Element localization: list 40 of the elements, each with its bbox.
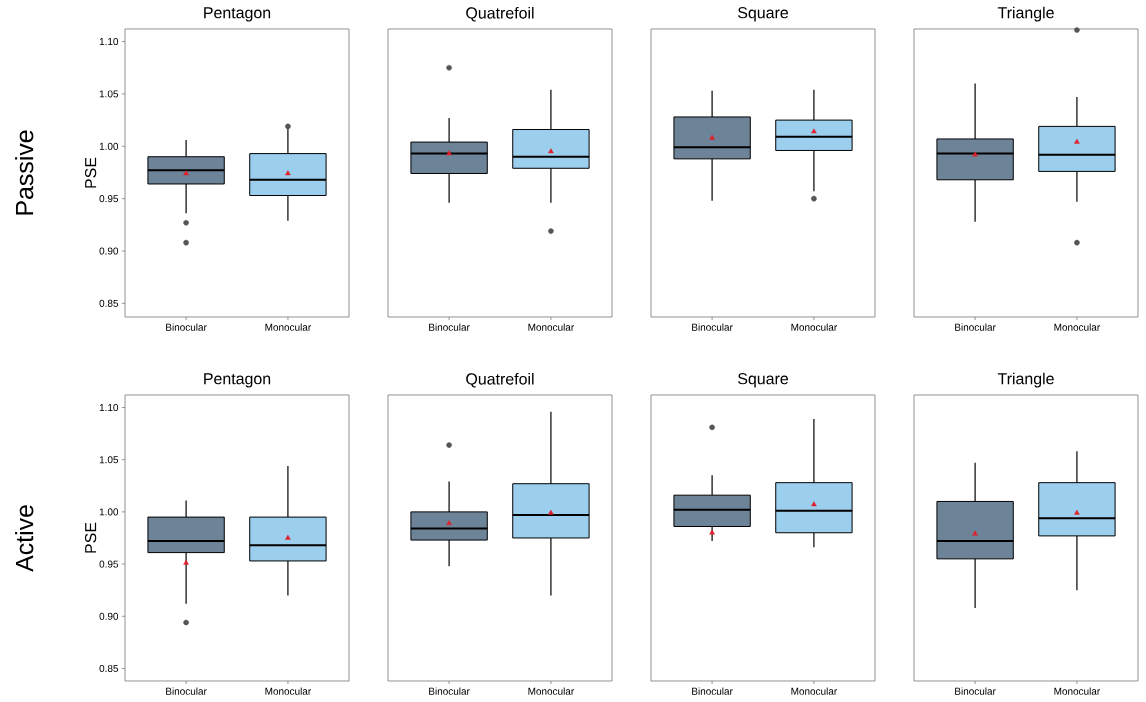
x-tick-label: Monocular [528,323,574,331]
text: Passive [15,130,34,215]
y-tick-label: 1.00 [99,508,119,516]
x-tick-label: Binocular [692,687,733,695]
y-tick-label: 0.95 [99,560,119,568]
x-tick-label: Binocular [429,323,470,331]
y-tick-label: 1.10 [99,38,119,46]
x-tick-label: Monocular [1054,323,1101,331]
x-tick-label: Binocular [429,687,470,695]
x-tick-label: Binocular [692,323,733,331]
chart-title: Quatrefoil [466,372,534,388]
x-tick-label: Monocular [265,323,311,331]
y-tick-label: 0.95 [99,195,119,203]
chart-title: Pentagon [204,7,271,22]
chart-title: Triangle [997,372,1054,388]
chart-title: Quatrefoil [466,6,534,22]
x-tick-label: Binocular [955,323,996,331]
y-tick-label: 0.85 [99,299,119,307]
x-tick-label: Binocular [166,687,207,695]
y-tick-label: 1.05 [99,90,119,98]
y-axis-title: PSE [84,522,97,553]
y-tick-label: 0.90 [99,247,119,255]
y-tick-label: 0.90 [99,612,119,620]
x-tick-label: Binocular [166,323,207,331]
chart-title: Square [738,373,788,388]
y-tick-label: 1.10 [99,403,119,412]
chart-title: Pentagon [204,373,271,388]
y-tick-label: 1.00 [99,142,119,150]
x-tick-label: Monocular [791,323,838,331]
x-tick-label: Monocular [791,687,838,695]
y-axis-title: PSE [84,157,97,188]
x-tick-label: Monocular [528,687,574,695]
x-tick-label: Monocular [265,687,311,695]
text: Active [15,505,34,572]
x-tick-label: Monocular [1054,687,1101,695]
chart-title: Square [738,7,788,22]
y-tick-label: 0.85 [99,664,119,672]
chart-title: Triangle [997,6,1054,22]
y-tick-label: 1.05 [99,456,119,464]
x-tick-label: Binocular [955,687,996,695]
